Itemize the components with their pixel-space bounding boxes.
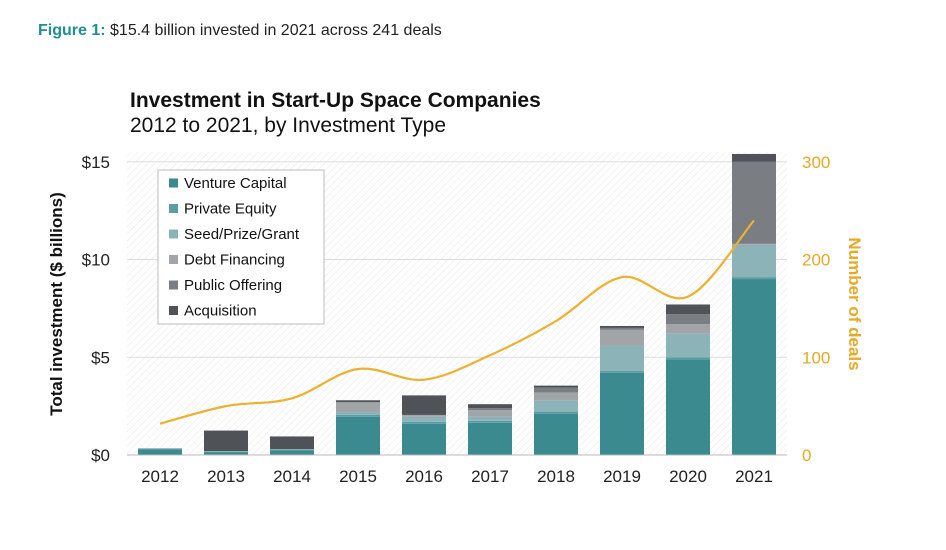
bar-segment	[666, 333, 710, 358]
legend-box	[157, 169, 325, 325]
bar-segment	[666, 324, 710, 334]
x-tick-label: 2013	[207, 467, 245, 486]
bar-segment	[402, 421, 446, 424]
y-axis-label: Total investment ($ billions)	[47, 192, 66, 416]
y2-axis-label: Number of deals	[845, 237, 864, 370]
legend-swatch	[169, 178, 178, 188]
bar-segment	[732, 279, 776, 455]
legend-label: Venture Capital	[184, 175, 287, 192]
y2-tick-label: 0	[802, 446, 811, 465]
bar-segment	[138, 448, 182, 450]
bar-segment	[732, 244, 776, 278]
legend-label: Debt Financing	[184, 252, 285, 269]
x-tick-label: 2018	[537, 467, 575, 486]
x-tick-label: 2015	[339, 467, 377, 486]
x-axis-ticks: 2012 2013 2014 2015 2016 2017 2018 2019 2020 2021	[141, 467, 773, 486]
bar-segment	[732, 161, 776, 244]
y-tick-label: $5	[91, 348, 110, 367]
bar-segment	[666, 314, 710, 325]
x-tick-label: 2014	[273, 467, 311, 486]
figure-caption-text: $15.4 billion invested in 2021 across 24…	[110, 22, 442, 39]
legend-swatch	[169, 306, 178, 315]
y-tick-label: $10	[82, 251, 110, 270]
bar-segment	[336, 414, 380, 417]
bar-segment	[468, 410, 512, 417]
bar-segment	[402, 423, 446, 455]
bar-segment	[270, 449, 314, 451]
bar-segment	[468, 404, 512, 409]
bar-segment	[534, 413, 578, 455]
y-tick-label: $0	[91, 446, 110, 465]
x-tick-label: 2021	[735, 467, 773, 486]
bars	[138, 153, 776, 455]
bar-segment	[336, 400, 380, 403]
bar-segment	[270, 436, 314, 450]
y2-tick-label: 200	[802, 251, 830, 270]
bar-segment	[468, 420, 512, 423]
y2-axis-ticks: 0 100 200 300	[802, 153, 830, 465]
chart-subtitle: 2012 to 2021, by Investment Type	[130, 114, 446, 137]
legend-swatch	[169, 229, 178, 239]
bar-segment	[600, 327, 644, 330]
bar-segment	[204, 452, 248, 455]
figure-label: Figure 1:	[38, 22, 106, 39]
bar-segment	[732, 277, 776, 280]
bar-segment	[534, 400, 578, 412]
bar-segment	[138, 449, 182, 455]
bar-segment	[666, 359, 710, 455]
deals-line	[159, 219, 755, 425]
bar-segment	[336, 416, 380, 455]
bar-segment	[600, 372, 644, 455]
bar-segment	[468, 408, 512, 411]
bar-segment	[204, 451, 248, 453]
legend-label: Acquisition	[184, 303, 257, 320]
y-tick-label: $15	[82, 153, 110, 172]
legend-swatch	[169, 255, 178, 264]
bar-segment	[600, 325, 644, 328]
bar-segment	[270, 450, 314, 455]
bar-segment	[534, 385, 578, 388]
bar-segment	[534, 411, 578, 414]
bar-segment	[534, 392, 578, 401]
legend-label: Seed/Prize/Grant	[184, 226, 300, 243]
bar-segment	[732, 153, 776, 162]
bar-segment	[402, 395, 446, 415]
bar-segment	[732, 243, 776, 245]
bar-segment	[534, 387, 578, 393]
bar-segment	[402, 414, 446, 417]
x-tick-label: 2012	[141, 467, 179, 486]
x-tick-label: 2020	[669, 467, 707, 486]
figure-caption: Figure 1: $15.4 billion invested in 2021…	[38, 22, 442, 40]
legend: Venture Capital Private Equity Seed/Prize/…	[157, 169, 325, 325]
bar-segment	[336, 402, 380, 412]
chart-title: Investment in Start-Up Space Companies	[130, 89, 541, 112]
legend-swatch	[169, 204, 178, 213]
y2-tick-label: 100	[802, 348, 830, 367]
bar-segment	[402, 416, 446, 422]
legend-swatch	[169, 280, 178, 290]
y2-tick-label: 300	[802, 153, 830, 172]
bar-segment	[468, 422, 512, 455]
bar-segment	[600, 329, 644, 346]
x-tick-label: 2017	[471, 467, 509, 486]
x-tick-label: 2016	[405, 467, 443, 486]
bar-segment	[666, 357, 710, 360]
bar-segment	[666, 304, 710, 315]
bar-segment	[600, 345, 644, 371]
x-tick-label: 2019	[603, 467, 641, 486]
bar-segment	[336, 411, 380, 415]
legend-label: Private Equity	[184, 201, 277, 218]
y-axis-ticks: $0 $5 $10 $15	[82, 153, 110, 465]
legend-label: Public Offering	[184, 277, 282, 294]
bar-segment	[600, 370, 644, 373]
bar-segment	[468, 416, 512, 421]
bar-segment	[204, 430, 248, 452]
